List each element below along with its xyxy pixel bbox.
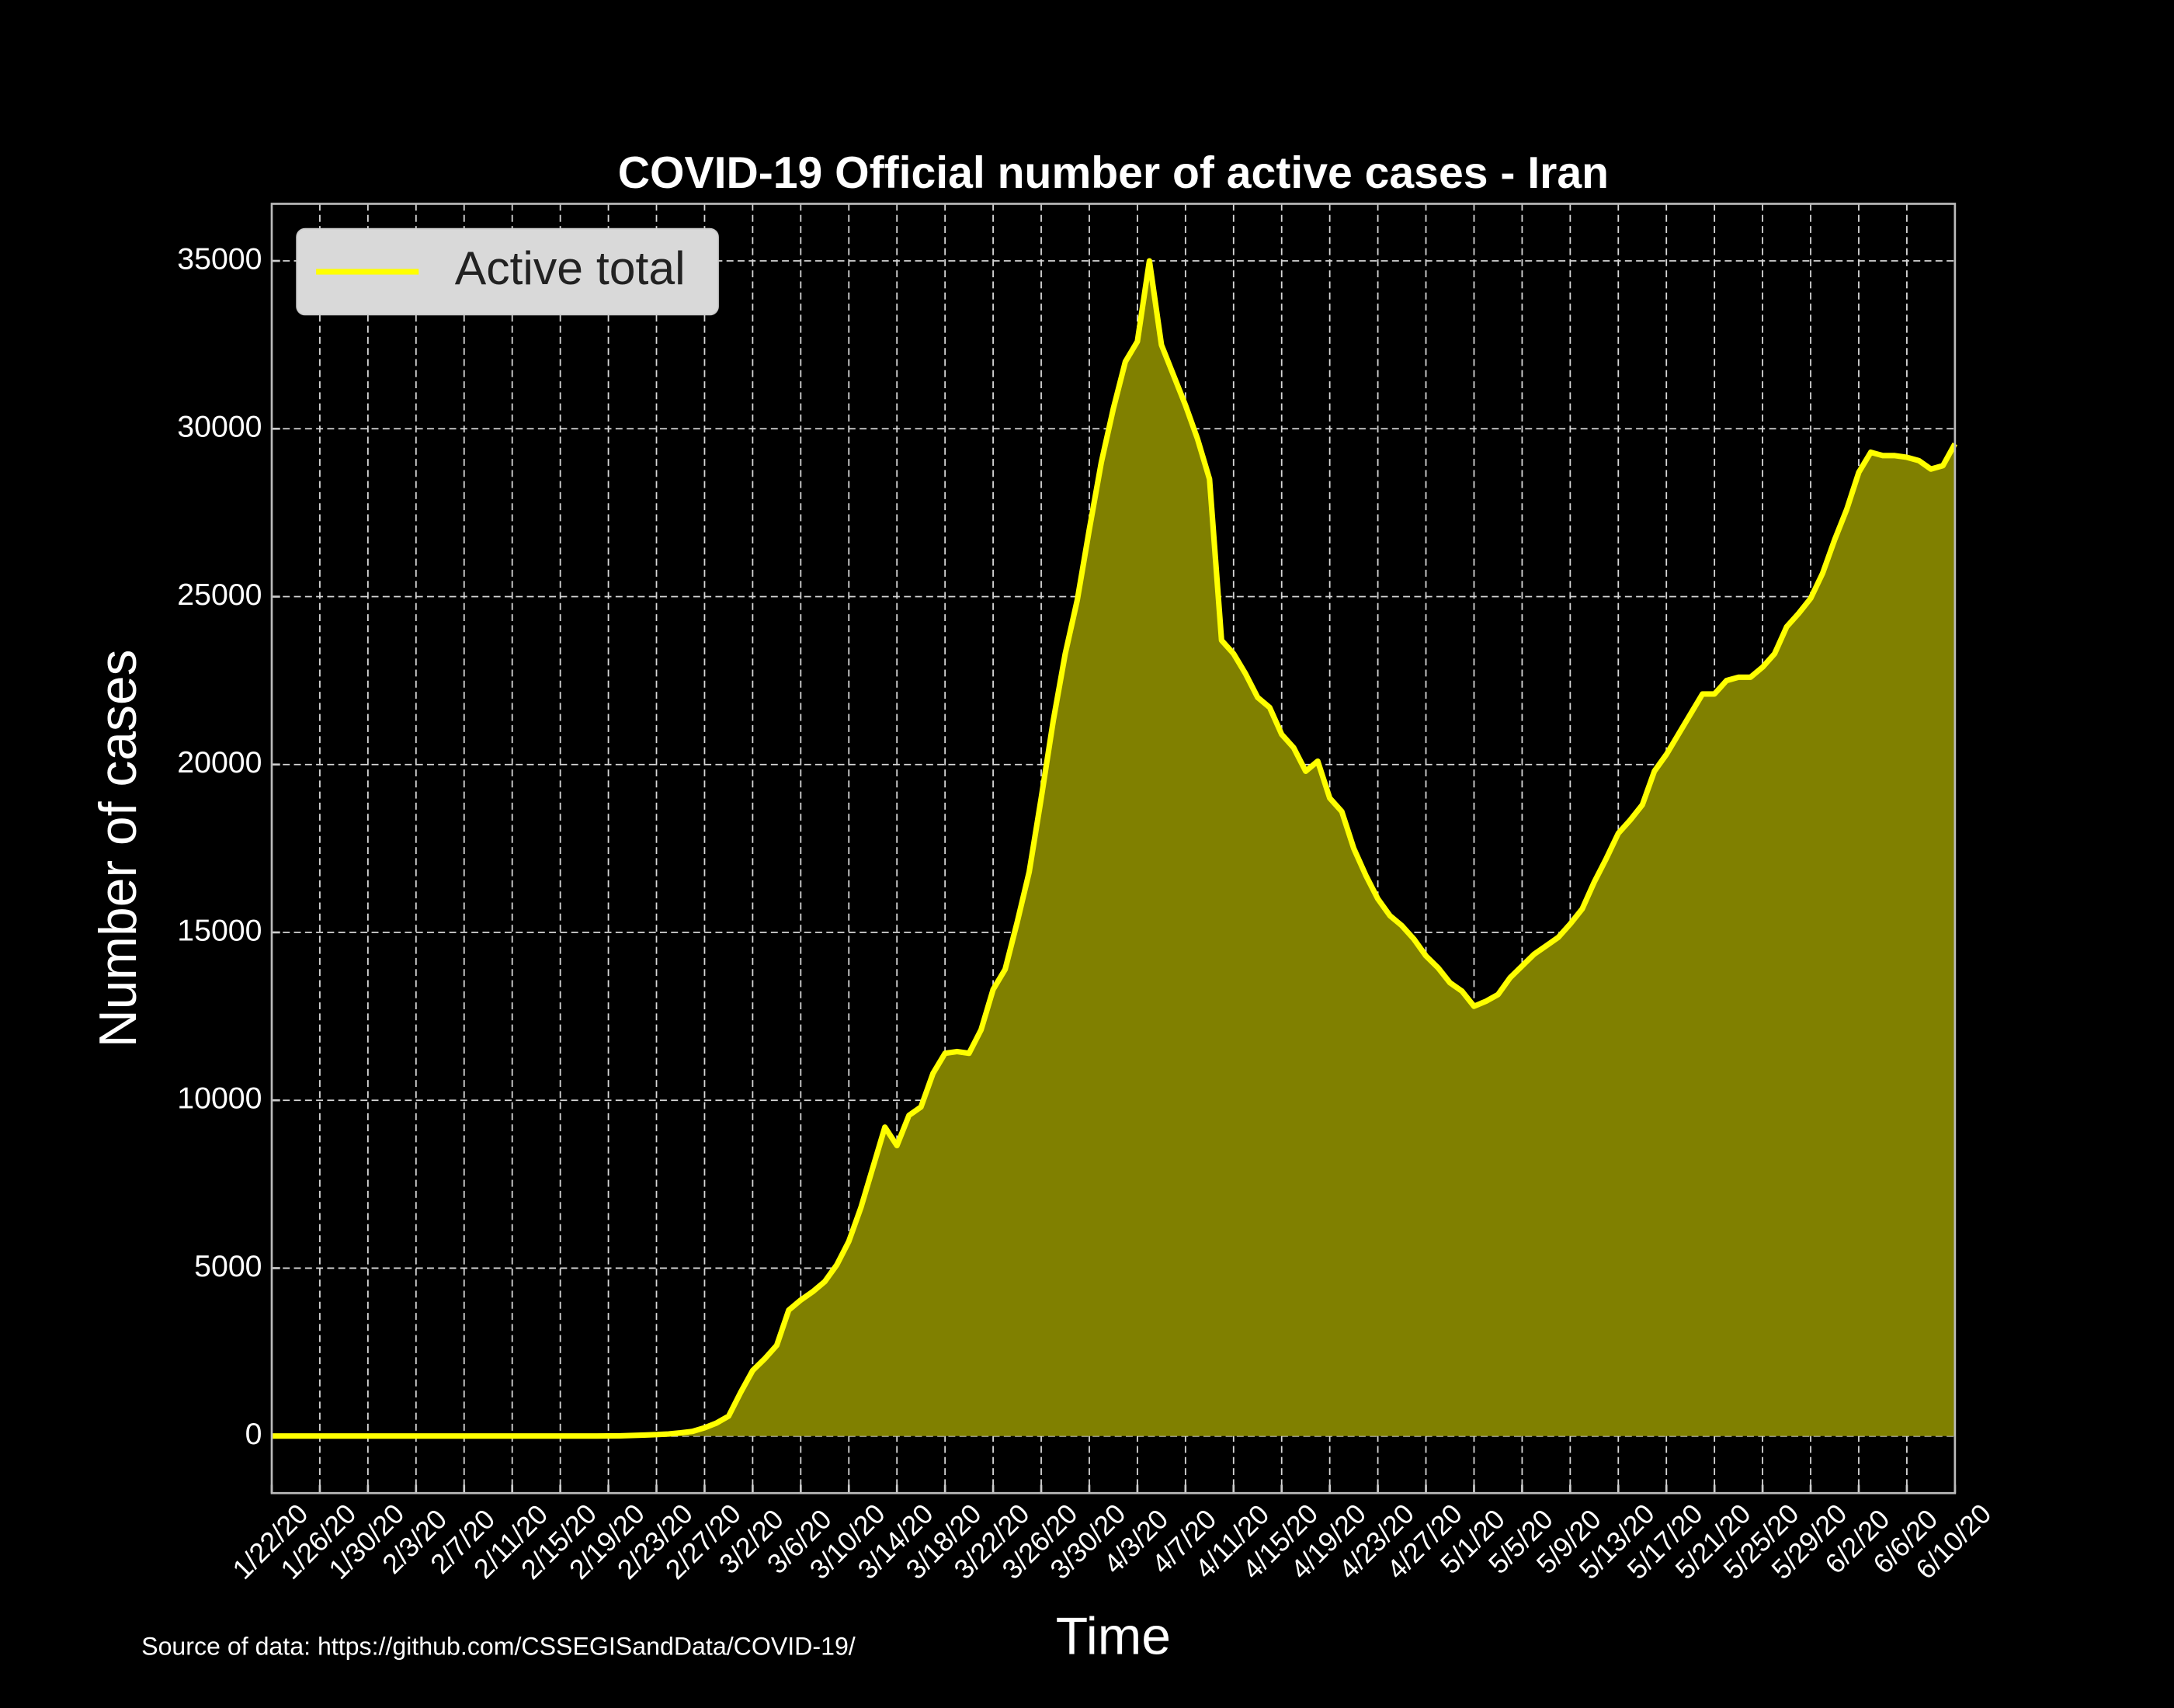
y-tick-label: 10000	[177, 1081, 262, 1116]
y-tick-label: 30000	[177, 410, 262, 444]
y-tick-label: 35000	[177, 241, 262, 276]
y-tick-label: 0	[245, 1417, 262, 1451]
y-tick-label: 15000	[177, 913, 262, 947]
x-axis-label: Time	[1056, 1607, 1171, 1665]
chart-title: COVID-19 Official number of active cases…	[618, 148, 1609, 198]
area	[272, 261, 1955, 1436]
y-axis-label: Number of cases	[89, 649, 148, 1047]
legend-label: Active total	[455, 241, 686, 294]
legend-box	[296, 227, 719, 316]
plot-frame	[270, 203, 1957, 1494]
line	[272, 258, 1957, 1439]
y-tick-label: 20000	[177, 745, 262, 779]
y-tick-label: 25000	[177, 578, 262, 612]
y-tick-label: 5000	[194, 1249, 262, 1283]
source-note: Source of data: https://github.com/CSSEG…	[141, 1633, 856, 1661]
